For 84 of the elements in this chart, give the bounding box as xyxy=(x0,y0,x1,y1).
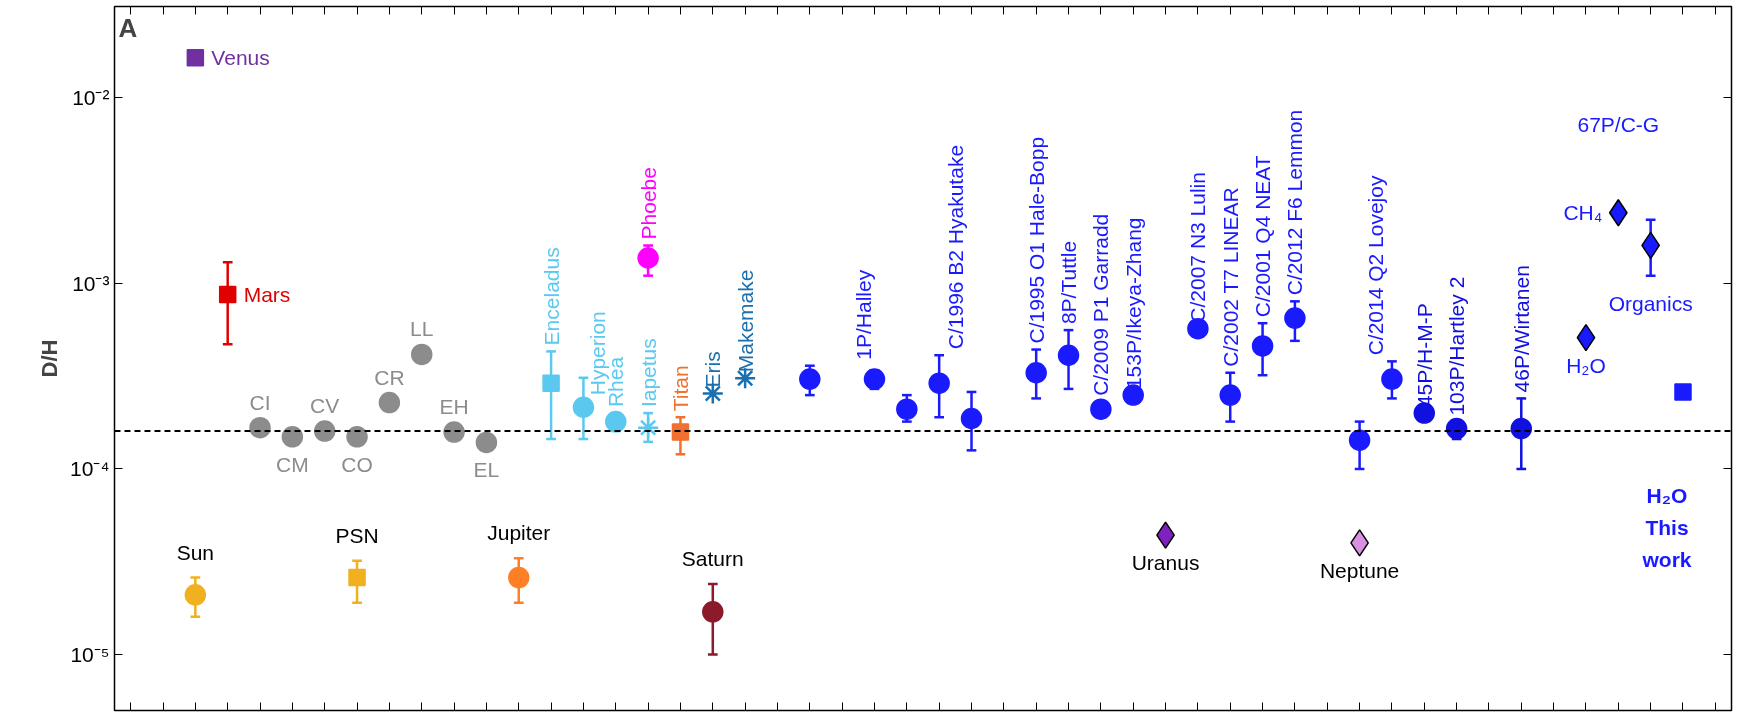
point xyxy=(1350,529,1370,557)
point xyxy=(572,396,595,418)
text: C/2014 Q2 Lovejoy xyxy=(1364,175,1388,356)
point xyxy=(1284,307,1306,329)
point xyxy=(896,398,918,420)
point xyxy=(671,423,690,441)
point xyxy=(1413,402,1436,424)
point xyxy=(281,426,304,448)
point xyxy=(1608,199,1628,227)
text: C/1995 O1 Hale-Bopp xyxy=(1024,136,1048,344)
text: C/2012 F6 Lemmon xyxy=(1283,109,1307,296)
series-label: CR xyxy=(374,365,405,389)
series-label: LL xyxy=(410,317,434,341)
point xyxy=(249,416,271,439)
point xyxy=(1381,368,1403,390)
text: Iapetus xyxy=(636,338,660,408)
point xyxy=(1510,417,1533,440)
point xyxy=(346,426,368,448)
text: C/2002 T7 LINEAR xyxy=(1218,187,1242,367)
point xyxy=(313,420,336,442)
point xyxy=(1251,335,1274,357)
series-label: CV xyxy=(310,394,340,418)
point xyxy=(184,584,207,606)
text: Saturn xyxy=(681,547,744,571)
point xyxy=(1219,384,1241,406)
point xyxy=(378,391,401,414)
text: 1P/Halley xyxy=(852,269,876,360)
text: Titan xyxy=(668,365,692,412)
y-tick-label: 10⁻² xyxy=(72,86,110,110)
point xyxy=(637,247,659,269)
point xyxy=(1057,344,1080,366)
point xyxy=(960,407,983,430)
annotation: A xyxy=(118,12,138,43)
y-tick-label: 10⁻⁵ xyxy=(70,643,110,667)
point xyxy=(218,285,237,304)
point xyxy=(410,343,433,366)
point xyxy=(799,368,821,390)
point xyxy=(348,568,366,587)
series-label: Sun xyxy=(176,540,215,564)
text: C/2009 P1 Garradd xyxy=(1089,213,1113,396)
series-label: CH₄ xyxy=(1563,201,1603,225)
series-label: Venus xyxy=(211,46,270,70)
point xyxy=(1445,417,1468,440)
point xyxy=(1025,362,1047,384)
point xyxy=(443,421,465,443)
point xyxy=(542,374,560,392)
series-label: Uranus xyxy=(1131,551,1200,575)
point xyxy=(928,372,950,394)
text: 45P/H-M-P xyxy=(1412,303,1436,408)
text: 103P/Hartley 2 xyxy=(1445,276,1469,416)
text: 8P/Tuttle xyxy=(1057,240,1081,325)
point xyxy=(475,431,498,454)
series-label: CM xyxy=(276,452,309,476)
y-tick-label: 10⁻⁴ xyxy=(70,457,110,481)
series-label: CI xyxy=(249,390,271,414)
series-label: CO xyxy=(341,452,373,476)
text: Phoebe xyxy=(636,167,660,240)
point xyxy=(1674,383,1692,401)
series-label: EL xyxy=(473,458,500,482)
series-label: EH xyxy=(439,395,469,419)
y-tick-label: 10⁻³ xyxy=(72,271,110,295)
text: Eris xyxy=(701,351,725,388)
point xyxy=(1348,429,1371,451)
series-label: H₂O xyxy=(1566,353,1606,377)
text: C/2001 Q4 NEAT xyxy=(1251,155,1275,318)
point xyxy=(1090,398,1112,420)
text: Organics xyxy=(1608,291,1693,315)
text: Enceladus xyxy=(539,247,563,346)
text: Makemake xyxy=(733,269,757,373)
series-label: PSN xyxy=(335,523,379,547)
text: 46P/Wirtanen xyxy=(1509,265,1533,393)
text: 153P/Ikeya-Zhang xyxy=(1121,217,1145,390)
series-label: Mars xyxy=(243,283,291,307)
point xyxy=(186,49,205,67)
point xyxy=(636,416,660,439)
point xyxy=(508,566,530,589)
series-label: Jupiter xyxy=(487,521,551,545)
y-axis-title: D/H xyxy=(37,339,63,378)
text: H₂O This work xyxy=(1641,483,1692,572)
series-label: Neptune xyxy=(1319,558,1400,582)
text: C/1996 B2 Hyakutake xyxy=(943,144,967,350)
point xyxy=(605,410,627,433)
annotation: 67P/C-G xyxy=(1577,112,1660,136)
point xyxy=(702,601,724,623)
